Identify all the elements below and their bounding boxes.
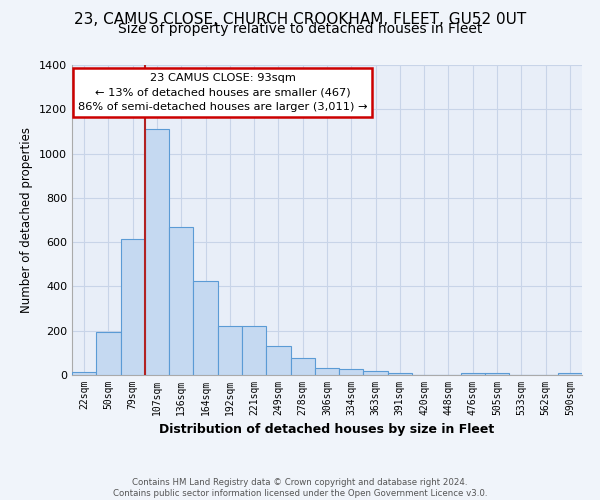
Bar <box>169 226 193 375</box>
Bar <box>290 358 315 375</box>
Bar <box>145 129 169 375</box>
Bar <box>193 281 218 375</box>
Text: 23, CAMUS CLOSE, CHURCH CROOKHAM, FLEET, GU52 0UT: 23, CAMUS CLOSE, CHURCH CROOKHAM, FLEET,… <box>74 12 526 28</box>
Text: 23 CAMUS CLOSE: 93sqm
← 13% of detached houses are smaller (467)
86% of semi-det: 23 CAMUS CLOSE: 93sqm ← 13% of detached … <box>77 72 367 112</box>
Bar <box>364 370 388 375</box>
Bar <box>266 346 290 375</box>
Bar <box>121 239 145 375</box>
Text: Contains HM Land Registry data © Crown copyright and database right 2024.
Contai: Contains HM Land Registry data © Crown c… <box>113 478 487 498</box>
Text: Size of property relative to detached houses in Fleet: Size of property relative to detached ho… <box>118 22 482 36</box>
Y-axis label: Number of detached properties: Number of detached properties <box>20 127 34 313</box>
Bar <box>388 373 412 375</box>
Bar <box>315 368 339 375</box>
Bar <box>461 373 485 375</box>
Bar <box>485 373 509 375</box>
Bar <box>558 373 582 375</box>
Bar <box>96 332 121 375</box>
Bar <box>218 326 242 375</box>
Bar <box>72 372 96 375</box>
Bar <box>339 370 364 375</box>
Bar <box>242 326 266 375</box>
X-axis label: Distribution of detached houses by size in Fleet: Distribution of detached houses by size … <box>160 424 494 436</box>
